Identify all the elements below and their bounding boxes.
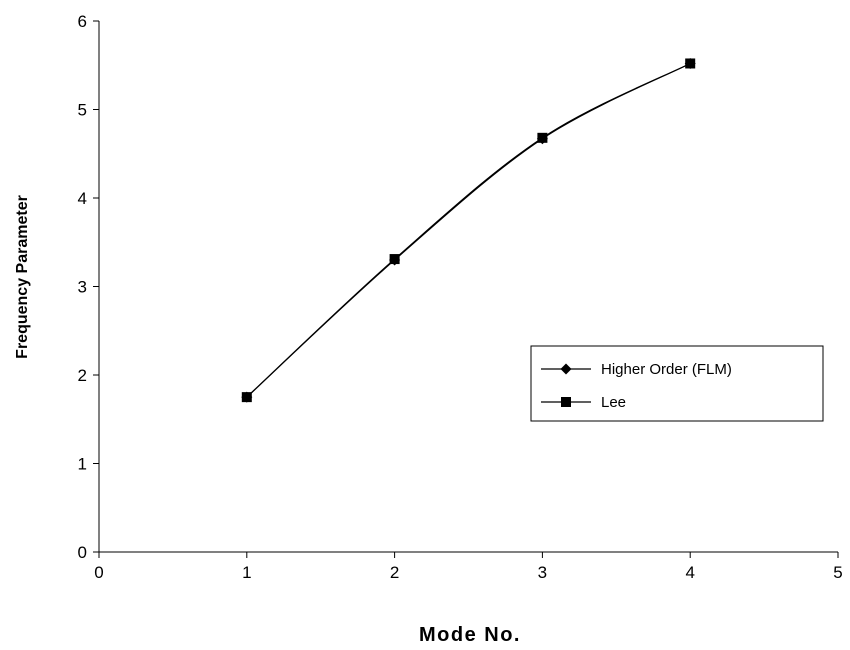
x-tick-label: 4 [685, 563, 694, 582]
tick-marks [93, 20, 839, 558]
x-tick-label: 1 [242, 563, 251, 582]
y-tick-label: 1 [78, 455, 87, 474]
legend-marker [561, 397, 571, 407]
x-tick-label: 5 [833, 563, 842, 582]
legend-box [530, 345, 824, 422]
legend-marker [560, 363, 572, 375]
y-tick-label: 4 [78, 189, 87, 208]
y-tick-label: 0 [78, 543, 87, 562]
x-tick-label: 3 [538, 563, 547, 582]
legend-label: Higher Order (FLM) [601, 361, 732, 378]
x-axis-title: Mode No. [419, 624, 521, 646]
y-tick-label: 3 [78, 278, 87, 297]
axes [98, 21, 838, 553]
data-point [241, 392, 252, 403]
series-line [246, 62, 691, 398]
y-axis-title: Frequency Parameter [14, 195, 31, 359]
y-tick-label: 2 [78, 366, 87, 385]
data-point [537, 132, 548, 143]
data-point [389, 254, 400, 265]
data-point [685, 58, 696, 69]
series-layer [241, 57, 696, 403]
tick-labels: 0 1 2 3 4 5 0 1 2 3 4 5 6 [78, 12, 843, 582]
legend-item: Lee [541, 394, 626, 411]
y-tick-label: 6 [78, 12, 87, 31]
x-tick-label: 0 [94, 563, 103, 582]
legend: Higher Order (FLM) Lee [530, 345, 824, 422]
legend-label: Lee [601, 394, 626, 411]
series-2 [241, 58, 696, 403]
legend-item: Higher Order (FLM) [541, 361, 732, 378]
x-tick-label: 2 [390, 563, 399, 582]
y-tick-label: 5 [78, 101, 87, 120]
